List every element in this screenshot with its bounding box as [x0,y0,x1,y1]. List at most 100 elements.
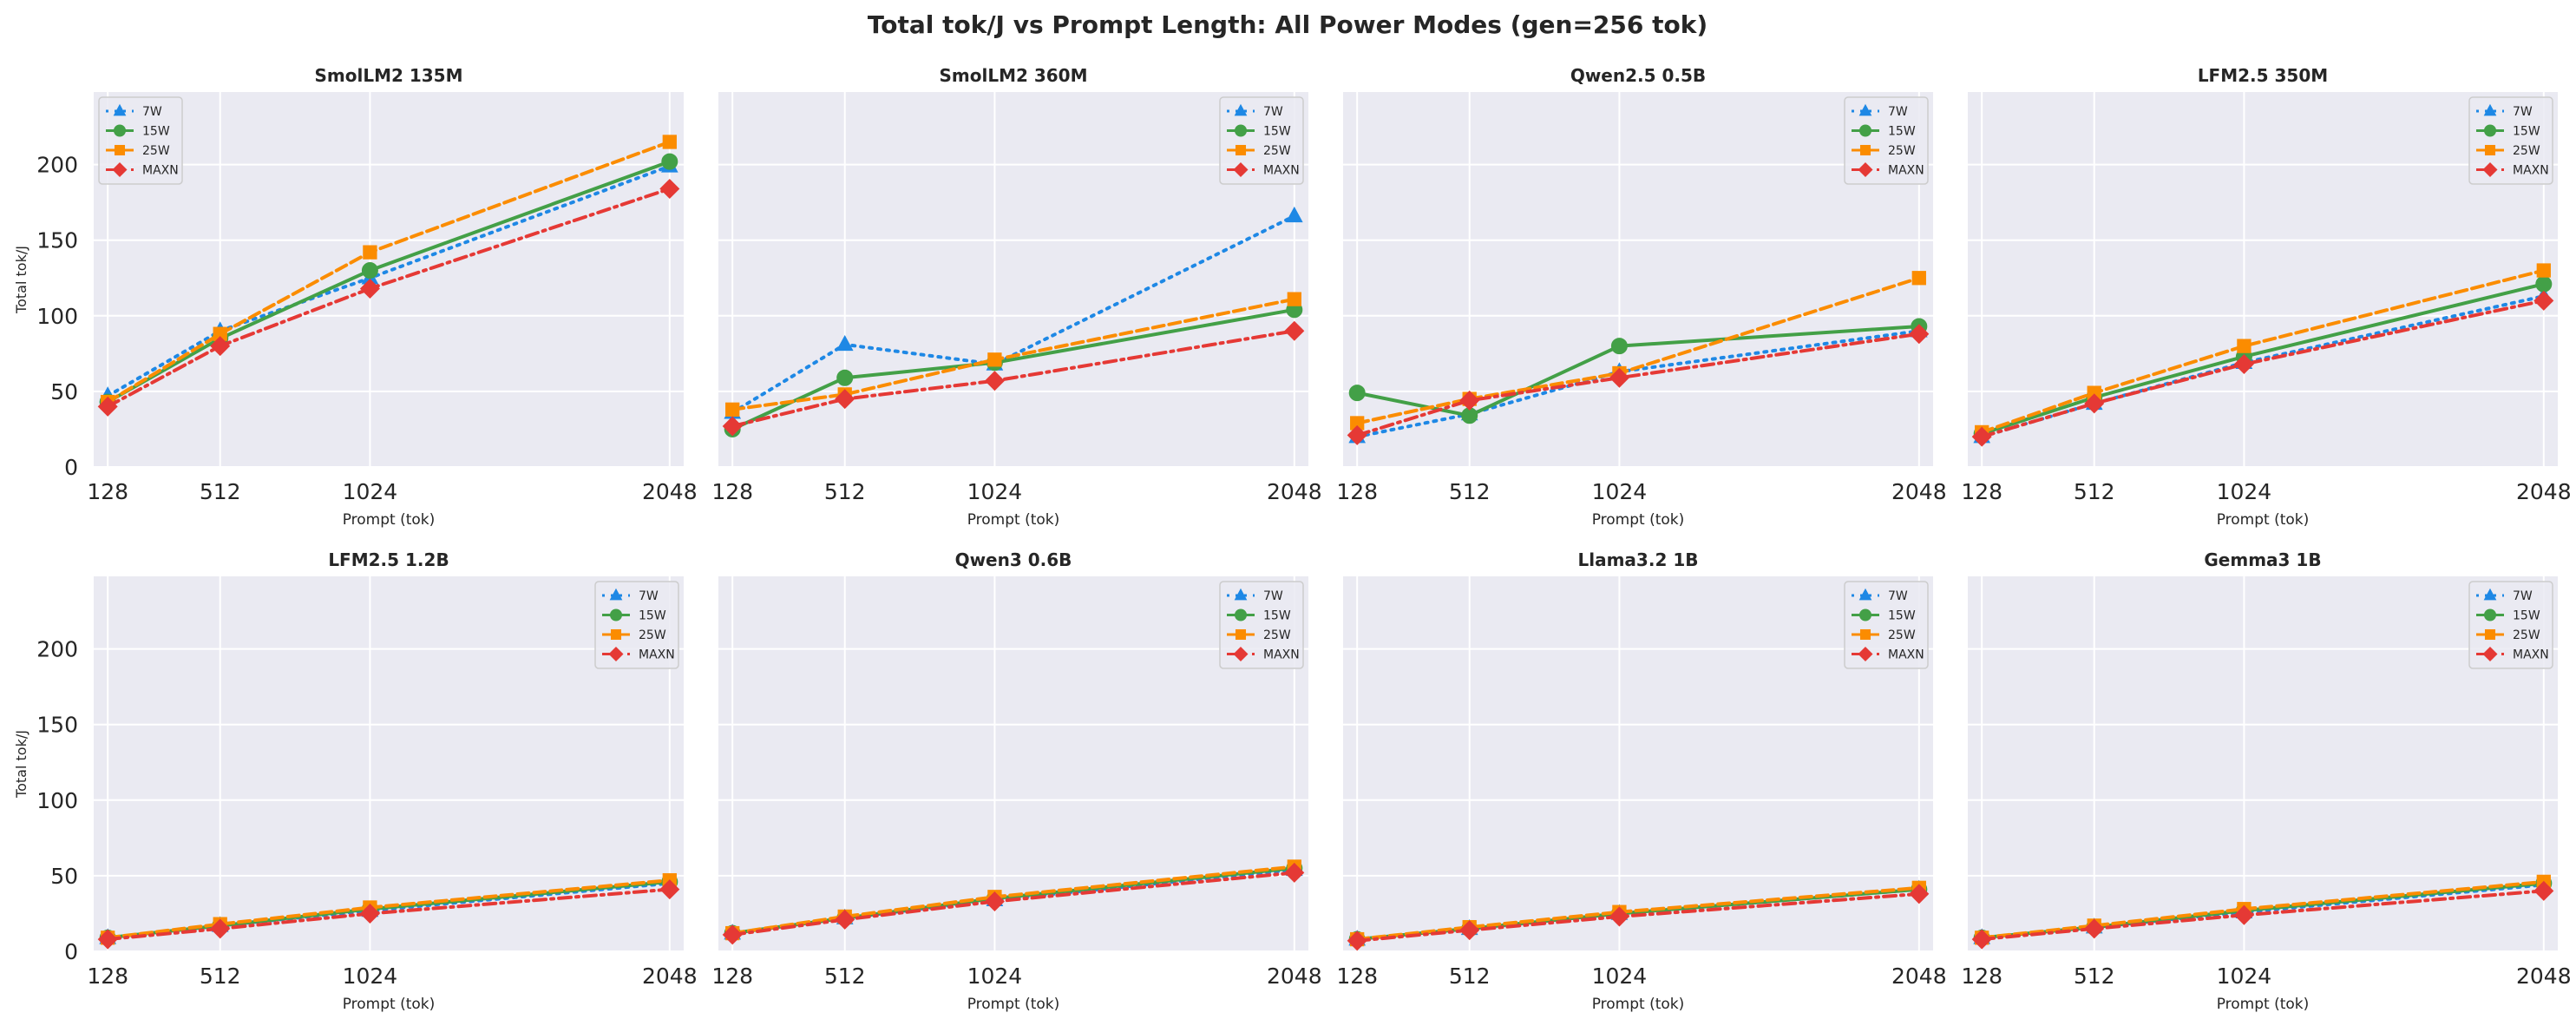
subplot-title: SmolLM2 135M [314,65,462,86]
legend-entry: 15W [2476,608,2540,623]
x-tick-label: 512 [824,479,866,504]
data-point [2535,275,2553,293]
legend-marker [1858,161,1873,178]
legend-entry: 7W [1227,588,1283,603]
data-point [1284,862,1305,883]
legend-marker [1234,103,1248,116]
series-line [106,878,672,940]
legend-marker [2484,124,2496,137]
subplot-8: 128 512 1024 2048 Prompt (tok) Gemma3 1B 7W 15W… [1961,549,2571,1013]
legend-entry: 25W [2476,144,2540,158]
legend-marker [1235,144,1247,156]
series-line [1980,282,2546,436]
data-point [1459,390,1480,411]
data-point [97,396,118,417]
x-axis-label: Prompt (tok) [967,511,1060,529]
legend-marker [2484,628,2496,641]
series-maxn [1347,324,1930,445]
legend-entry: 7W [2476,103,2533,119]
series-line [106,140,672,404]
legend-entry: MAXN [1227,161,1300,178]
subplot-title: Qwen2.5 0.5B [1570,65,1706,86]
legend-marker [114,124,126,137]
y-tick-label: 50 [50,379,78,404]
legend-label: 7W [2513,105,2533,119]
legend: 7W 15W 25W MAXN [594,581,679,669]
series-line [731,297,1296,411]
legend-label: 25W [639,628,666,642]
series-25w [101,135,677,410]
x-tick-label: 128 [711,964,753,989]
legend-entry: 7W [1852,588,1908,603]
legend-entry: 15W [1852,608,1916,623]
y-axis-label: Total tok/J [13,730,29,799]
legend-label: 7W [1263,105,1283,119]
legend-marker [610,628,622,641]
legend-label: 25W [2513,144,2540,158]
y-tick-label: 100 [36,304,78,329]
series-25w [725,292,1301,417]
x-tick-label: 128 [87,964,128,989]
legend-label: 25W [2513,628,2540,642]
x-tick-label: 512 [2074,964,2115,989]
series-maxn [1971,880,2554,950]
plot-area [94,92,684,467]
legend: 7W 15W 25W MAXN [1844,581,1929,669]
legend-label: 7W [1888,105,1908,119]
subplot-3: 128 512 1024 2048 Prompt (tok) Qwen2.5 0.5B 7W… [1336,65,1946,529]
legend-entry: 15W [1852,124,1916,139]
x-tick-label: 128 [1336,479,1378,504]
plot-area [1343,576,1933,951]
data-point [1909,884,1930,904]
y-tick-label: 0 [64,455,78,480]
legend-label: 15W [1888,609,1916,623]
data-point [2536,263,2551,278]
legend-label: 7W [1263,589,1283,603]
legend-marker [2484,144,2496,156]
legend-entry: MAXN [2476,161,2549,178]
data-point [987,352,1002,367]
legend-marker [2483,103,2497,116]
subplot-7: 128 512 1024 2048 Prompt (tok) Llama3.2 1B 7W 1… [1336,549,1946,1013]
x-tick-label: 1024 [343,964,398,989]
series-maxn [97,879,680,950]
legend-label: 15W [1888,125,1916,139]
legend-entry: 15W [2476,124,2540,139]
x-tick-label: 512 [2074,479,2115,504]
x-tick-label: 2048 [642,479,698,504]
legend: 7W 15W 25W MAXN [1844,96,1929,185]
x-axis-label: Prompt (tok) [2217,511,2310,529]
subplot-title: SmolLM2 360M [939,65,1087,86]
legend-label: 25W [142,144,170,158]
legend-marker [1859,608,1871,622]
data-point [2233,904,2254,925]
series-line [1355,329,1921,439]
legend-marker [1234,588,1248,601]
legend-label: MAXN [142,164,179,178]
y-tick-label: 50 [50,864,78,889]
data-point [210,918,231,939]
legend: 7W 15W 25W MAXN [1219,581,1304,669]
x-tick-label: 1024 [1592,964,1648,989]
series-line [1355,325,1921,418]
subplot-grid: 128 512 1024 2048 0 50 100 150 200 Total tok/J Pro… [13,65,2572,1013]
x-axis-label: Prompt (tok) [1592,511,1685,529]
x-tick-label: 1024 [2217,964,2272,989]
subplot-title: Qwen3 0.6B [955,549,1072,570]
legend-marker [1859,628,1871,641]
legend-entry: 7W [602,588,659,603]
x-tick-label: 2048 [1891,964,1947,989]
legend-entry: MAXN [1227,646,1300,662]
x-tick-label: 512 [200,964,241,989]
data-point [1347,931,1367,951]
subplot-4: 128 512 1024 2048 Prompt (tok) LFM2.5 350M 7W 1… [1961,65,2571,529]
x-tick-label: 2048 [2516,479,2572,504]
legend-entry: 25W [602,628,666,642]
data-point [722,416,743,437]
x-tick-label: 2048 [1267,964,1322,989]
legend-marker [113,103,127,116]
data-point [361,262,378,280]
legend-entry: 7W [2476,588,2533,603]
subplot-title: LFM2.5 350M [2198,65,2328,86]
legend-entry: MAXN [1852,161,1924,178]
